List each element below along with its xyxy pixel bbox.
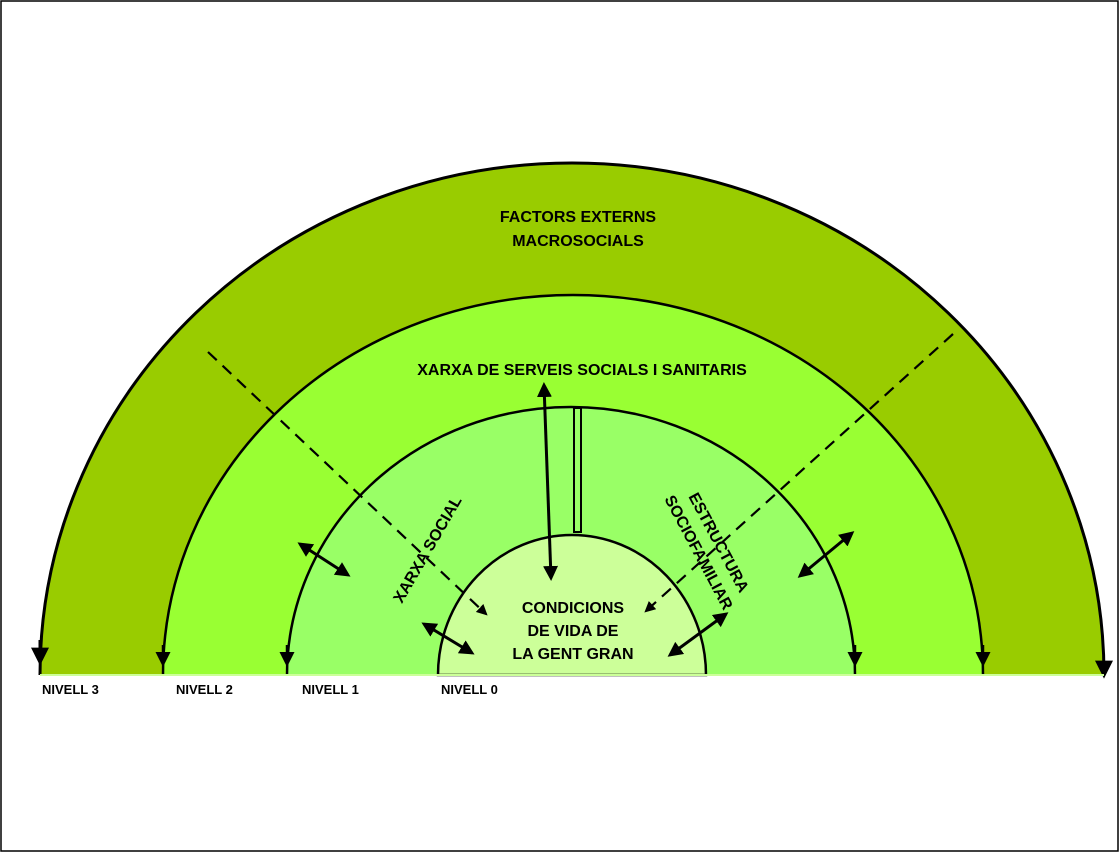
ring3-label-line2: MACROSOCIALS [512, 233, 644, 250]
core-label-line2: DE VIDA DE [528, 623, 619, 640]
level-label-3: NIVELL 3 [42, 682, 99, 697]
double-arrow-ring1-ring2-right [797, 531, 855, 578]
dashed-arrow-right [644, 333, 954, 613]
ring3-label-line1: FACTORS EXTERNS [500, 209, 657, 226]
core-label-line3: LA GENT GRAN [512, 646, 633, 663]
core-label-line1: CONDICIONS [522, 600, 625, 617]
ring-level-2-outline [161, 293, 985, 676]
ring-level-3-outline [38, 161, 1113, 679]
double-arrow-ring2-ring1-left [297, 542, 351, 577]
vertical-double-arrow [536, 382, 559, 581]
level-label-1: NIVELL 1 [302, 682, 359, 697]
double-arrow-ring1-core-left [421, 622, 475, 655]
level-label-2: NIVELL 2 [176, 682, 233, 697]
double-arrow-core-ring1-right [667, 612, 729, 657]
level-label-0: NIVELL 0 [441, 682, 498, 697]
ring-1-divider [573, 407, 582, 533]
ring2-label: XARXA DE SERVEIS SOCIALS I SANITARIS [417, 362, 747, 379]
dashed-arrow-left [207, 351, 488, 616]
